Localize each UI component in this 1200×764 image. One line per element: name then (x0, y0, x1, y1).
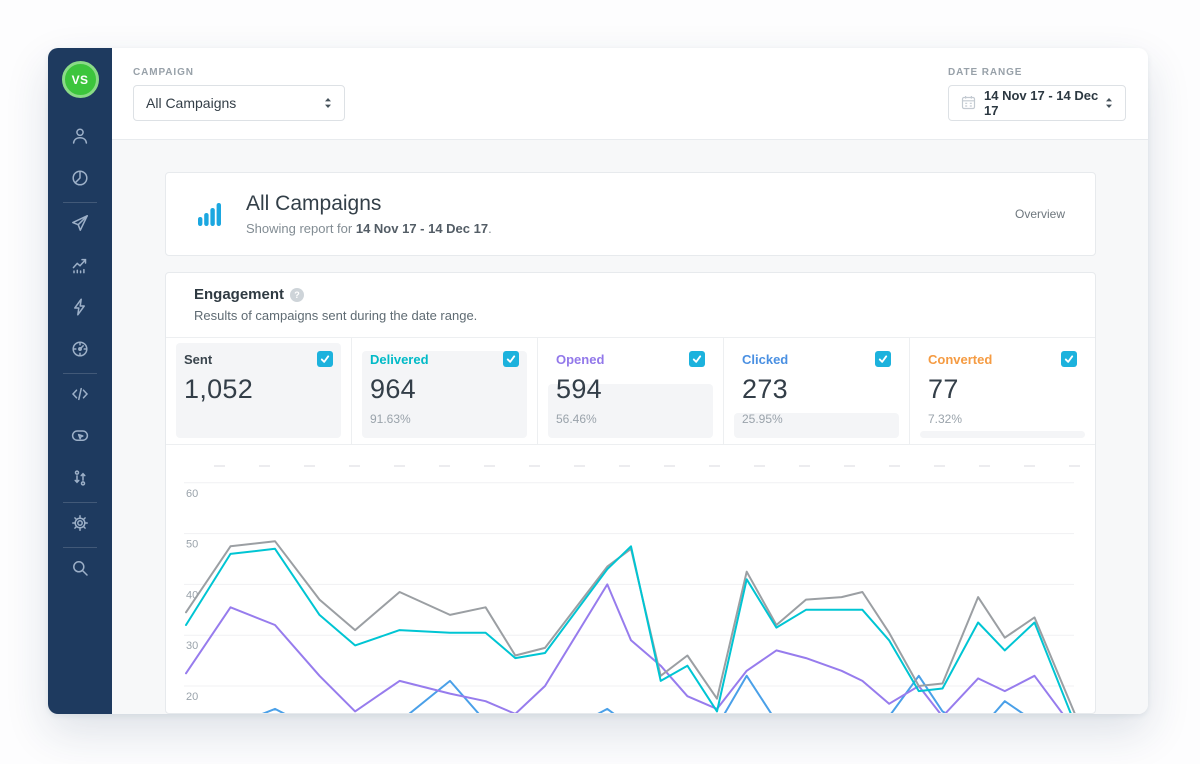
overview-link[interactable]: Overview (1014, 207, 1065, 221)
bar-chart-icon (196, 201, 223, 228)
sidebar-item-reports[interactable] (48, 246, 112, 288)
main-area: CAMPAIGN All Campaigns DATE RANGE 14 Nov… (112, 48, 1148, 714)
page-title: All Campaigns (246, 192, 382, 215)
stat-cell-converted: Converted 77 7.32% (910, 338, 1095, 444)
code-icon (70, 384, 90, 409)
funnel-bar (548, 384, 713, 438)
funnel-bar (176, 343, 341, 438)
swap-arrows-icon (70, 468, 90, 493)
engagement-title: Engagement (194, 286, 285, 303)
sidebar-item-sync[interactable] (48, 459, 112, 501)
pie-chart-icon (70, 168, 90, 193)
stat-value: 594 (556, 374, 602, 404)
stat-percent (184, 412, 333, 426)
stat-percent: 56.46% (556, 412, 597, 426)
stat-value: 1,052 (184, 374, 254, 404)
brand-logo[interactable]: VS (61, 61, 99, 98)
opened-checkbox[interactable] (689, 351, 705, 367)
sent-checkbox[interactable] (317, 351, 333, 367)
sidebar-item-automation[interactable] (48, 288, 112, 330)
globe-icon (70, 339, 90, 364)
date-range-select[interactable]: 14 Nov 17 - 14 Dec 17 (948, 84, 1126, 121)
converted-checkbox[interactable] (1061, 351, 1077, 367)
stat-percent: 7.32% (928, 412, 963, 426)
sidebar-item-contacts[interactable] (48, 117, 112, 159)
campaign-select[interactable]: All Campaigns (133, 84, 345, 121)
engagement-subtitle: Results of campaigns sent during the dat… (194, 308, 478, 323)
calendar-icon (961, 95, 976, 110)
app-window: VS (48, 48, 1148, 714)
campaign-select-value: All Campaigns (146, 94, 237, 111)
sidebar-divider (63, 502, 97, 503)
chat-icon (70, 426, 90, 451)
sidebar-item-web[interactable] (48, 330, 112, 372)
report-subtitle-date: 14 Nov 17 - 14 Dec 17 (355, 221, 489, 236)
stats-row: Sent 1,052 Delivered (166, 338, 1095, 445)
stat-value: 77 (928, 374, 959, 404)
sidebar-nav (48, 117, 112, 591)
date-range-value: 14 Nov 17 - 14 Dec 17 (984, 87, 1099, 118)
clicked-checkbox[interactable] (875, 351, 891, 367)
sidebar-divider (63, 547, 97, 548)
stat-cell-clicked: Clicked 273 25.95% (724, 338, 910, 444)
stat-label: Opened (556, 351, 605, 367)
send-icon (70, 213, 90, 238)
report-titles: All Campaigns Showing report for 14 Nov … (246, 192, 492, 236)
stat-value: 273 (742, 374, 788, 404)
stat-label: Delivered (370, 351, 429, 367)
stat-cell-opened: Opened 594 56.46% (538, 338, 724, 444)
trend-chart-icon (70, 255, 90, 280)
sidebar-item-campaigns[interactable] (48, 204, 112, 246)
svg-text:30: 30 (186, 640, 198, 652)
stat-label: Converted (928, 351, 993, 367)
sidebar-item-search[interactable] (48, 549, 112, 591)
sidebar-item-segments[interactable] (48, 159, 112, 201)
svg-text:20: 20 (186, 691, 198, 703)
stat-cell-delivered: Delivered 964 91.63% (352, 338, 538, 444)
stat-percent: 91.63% (370, 412, 411, 426)
date-range-label: DATE RANGE (948, 66, 1023, 78)
delivered-checkbox[interactable] (503, 351, 519, 367)
campaign-field-group: CAMPAIGN All Campaigns (133, 67, 345, 121)
sidebar: VS (48, 48, 112, 714)
stat-value: 964 (370, 374, 416, 404)
topbar: CAMPAIGN All Campaigns DATE RANGE 14 Nov… (112, 48, 1148, 140)
stat-cell-sent: Sent 1,052 (166, 338, 352, 444)
gear-icon (70, 513, 90, 538)
user-icon (70, 126, 90, 151)
campaign-label: CAMPAIGN (133, 66, 194, 78)
chevron-updown-icon (324, 97, 332, 109)
sidebar-divider (63, 373, 97, 374)
date-range-field-group: DATE RANGE 14 Nov 17 - 14 Dec 17 (948, 67, 1126, 121)
engagement-line-chart[interactable]: 60 50 40 30 20 (166, 445, 1095, 713)
stat-percent: 25.95% (742, 412, 783, 426)
svg-text:50: 50 (186, 539, 198, 551)
engagement-header: Engagement ? Results of campaigns sent d… (166, 273, 1095, 338)
report-header-card: All Campaigns Showing report for 14 Nov … (165, 172, 1096, 256)
report-subtitle: Showing report for 14 Nov 17 - 14 Dec 17… (246, 221, 492, 236)
search-icon (70, 558, 90, 583)
engagement-card: Engagement ? Results of campaigns sent d… (165, 272, 1096, 714)
chevron-updown-icon (1105, 97, 1113, 109)
funnel-bar (920, 431, 1085, 438)
sidebar-item-settings[interactable] (48, 504, 112, 546)
svg-text:60: 60 (186, 488, 198, 500)
funnel-bar (734, 413, 899, 438)
content: All Campaigns Showing report for 14 Nov … (112, 140, 1148, 714)
bolt-icon (70, 297, 90, 322)
help-icon[interactable]: ? (290, 287, 305, 302)
sidebar-divider (63, 202, 97, 203)
stat-label: Sent (184, 351, 213, 367)
stat-label: Clicked (742, 351, 789, 367)
sidebar-item-developer[interactable] (48, 375, 112, 417)
funnel-bar (362, 351, 527, 438)
sidebar-item-messages[interactable] (48, 417, 112, 459)
